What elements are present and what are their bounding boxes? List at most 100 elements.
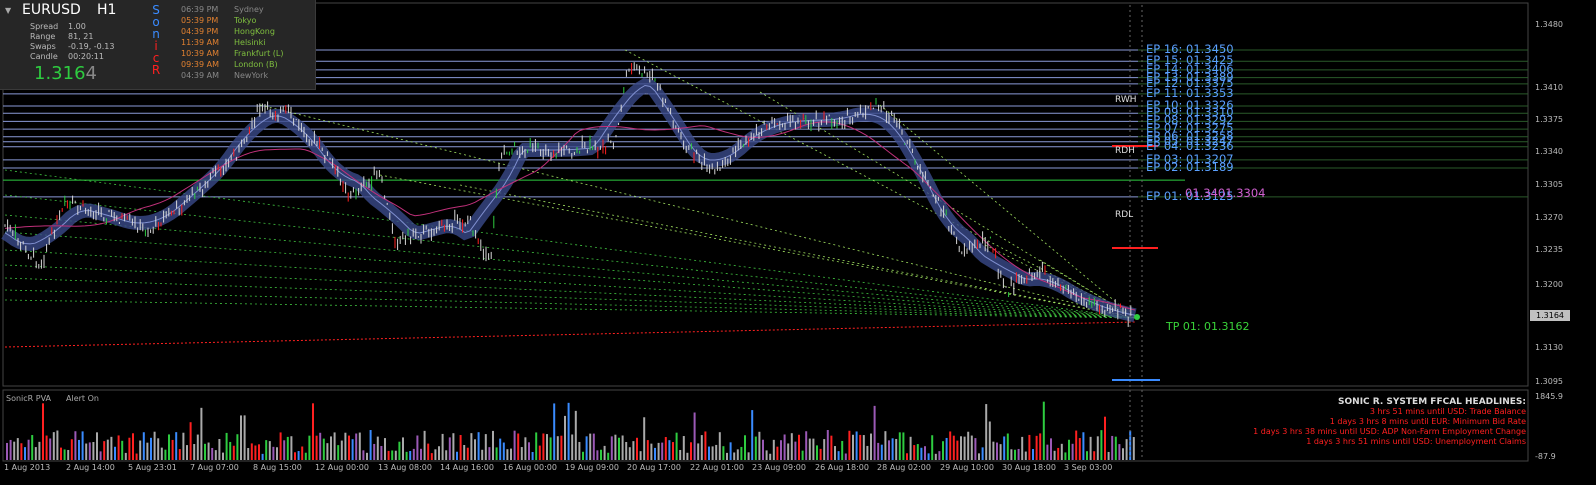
volume-bar [99,451,102,460]
volume-bar [942,441,944,460]
volume-bar [826,430,829,460]
volume-bar [798,434,800,460]
volume-bar [902,432,905,460]
volume-bar [31,435,34,460]
volume-bar [427,443,430,460]
news-headlines: SONIC R. SYSTEM FFCAL HEADLINES: 3 hrs 5… [1253,397,1526,447]
volume-bar [402,437,404,460]
sonic-letter: n [152,27,160,41]
volume-bar [956,440,959,460]
volume-bar [1078,438,1081,460]
volume-bar [762,439,764,460]
volume-bar [560,435,563,460]
volume-bar [193,444,196,460]
volume-bar [1107,451,1110,460]
headline-item: 1 days 3 hrs 51 mins until USD: Unemploy… [1306,437,1526,446]
volume-bar [132,433,134,460]
current-price-dot [1134,314,1140,320]
collapse-icon[interactable]: ▼ [5,6,12,15]
fan-line [4,231,1136,319]
volume-bar [751,410,754,460]
volume-bar [322,438,325,460]
candle-timer: 00:20:11 [68,52,104,61]
volume-bar [348,435,350,460]
volume-bar [312,403,314,460]
volume-bar [344,432,347,460]
volume-bar [106,439,109,460]
volume-bar [592,433,595,460]
volume-bar [1064,452,1067,460]
volume-bar [664,437,667,460]
volume-bar [618,437,620,460]
current-price-tag: 1.3164 [1530,310,1570,321]
volume-bar [733,452,736,460]
entry-level-lines [3,49,1528,198]
volume-bar [668,440,671,460]
volume-bar [880,444,883,460]
volume-bar [1017,448,1020,460]
volume-bar [222,452,224,460]
volume-bar [661,442,664,460]
volume-bar [1096,436,1099,460]
volume-bar [686,452,689,460]
sonic-letter: o [152,15,160,29]
swaps-label: Swaps [30,42,56,51]
volume-bar [927,453,930,460]
volume-bar [589,433,592,460]
volume-bar [420,448,422,460]
volume-bar [236,434,239,460]
volume-bar [110,436,113,460]
volume-bar [920,447,923,460]
volume-bar [693,412,696,460]
volume-bar [1024,451,1027,460]
volume-bar [351,439,354,460]
headlines-title: SONIC R. SYSTEM FFCAL HEADLINES: [1338,397,1526,407]
volume-bar [625,441,628,460]
volume-bar [744,435,746,460]
volume-bar [495,447,498,460]
time-axis-label: 13 Aug 08:00 [378,463,432,472]
entry-level-label: EP 05: 01.3247 [1146,133,1234,148]
volume-bar [636,437,638,460]
volume-bar [153,431,156,460]
volume-bar [441,433,444,460]
entry-level-label: EP 15: 01.3425 [1146,53,1234,68]
entry-level-label: EP 16: 01.3450 [1146,42,1234,56]
volume-bar [384,438,386,460]
volume-bar [445,450,448,460]
volume-bar [164,449,167,460]
fan-line [4,214,1136,319]
volume-bar [178,449,181,460]
price-axis-label: 1.3305 [1535,180,1563,189]
price-axis-label: 1.3270 [1535,213,1563,222]
dragon-band-fill [1,78,1137,323]
volume-bar [834,446,836,460]
sonic-letter: c [152,51,160,65]
volume-bar [88,442,91,460]
volume-bar [250,443,253,460]
volume-bar [308,435,311,460]
volume-bar [524,437,527,460]
volume-bar [6,442,8,460]
volume-bar [391,450,394,460]
price-axis-label: 1.3130 [1535,343,1563,352]
fan-line [624,49,1136,319]
session-time: 06:39 PM [181,5,219,14]
volume-bar [92,442,95,460]
volume-bar [1046,444,1049,460]
volume-bar [837,451,840,460]
volume-bar [787,443,790,460]
volume-bar [139,440,142,460]
sonic-letter: R [151,63,161,77]
volume-bar [1093,451,1096,460]
volume-bar [470,433,473,460]
volume-bar [740,446,743,460]
volume-bar [808,438,811,460]
volume-bar [758,431,761,460]
volume-bar [708,446,710,460]
volume-bar [218,438,221,460]
volume-bar [862,435,865,460]
volume-bar [459,435,462,460]
volume-bar [337,445,340,460]
